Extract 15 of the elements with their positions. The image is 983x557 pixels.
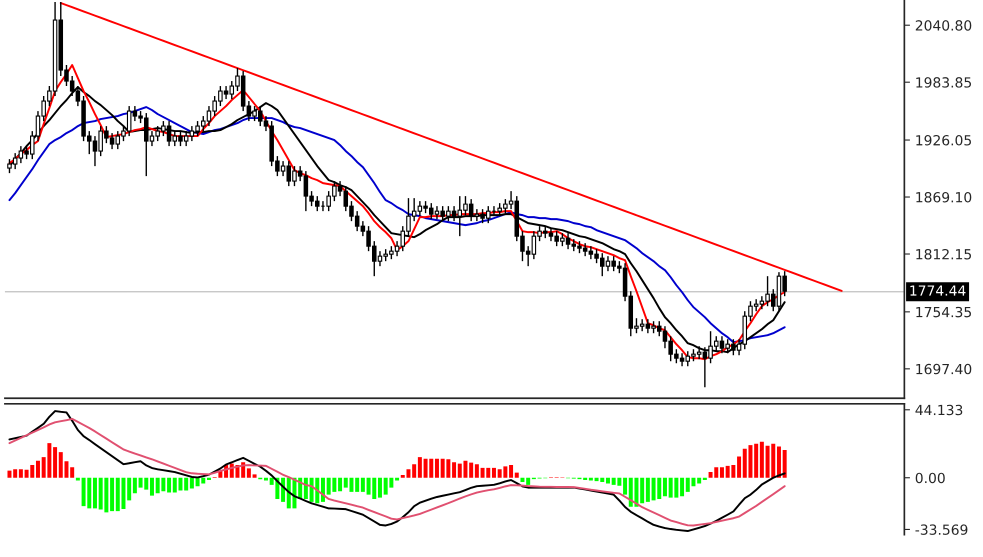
bar — [514, 472, 519, 478]
line-series — [60, 2, 843, 292]
y-tick-label: 1869.10 — [916, 192, 972, 202]
y-tick-label: 2040.80 — [916, 20, 972, 31]
y-tick-label: 1754.35 — [916, 306, 971, 318]
y-tick-label: 1926.05 — [916, 135, 971, 146]
y-tick-label: 1697.40 — [916, 364, 972, 374]
bar — [702, 478, 707, 480]
y-tick-label: 0.00 — [916, 472, 945, 484]
y-tick-label: 44.133 — [915, 404, 962, 416]
y-tick-label: 1812.15 — [916, 248, 971, 260]
bar — [708, 472, 713, 478]
ref-line-label: 1774.44 — [910, 285, 966, 296]
y-tick-label: -33.569 — [915, 524, 968, 535]
y-tick-label: 1983.85 — [916, 77, 971, 88]
